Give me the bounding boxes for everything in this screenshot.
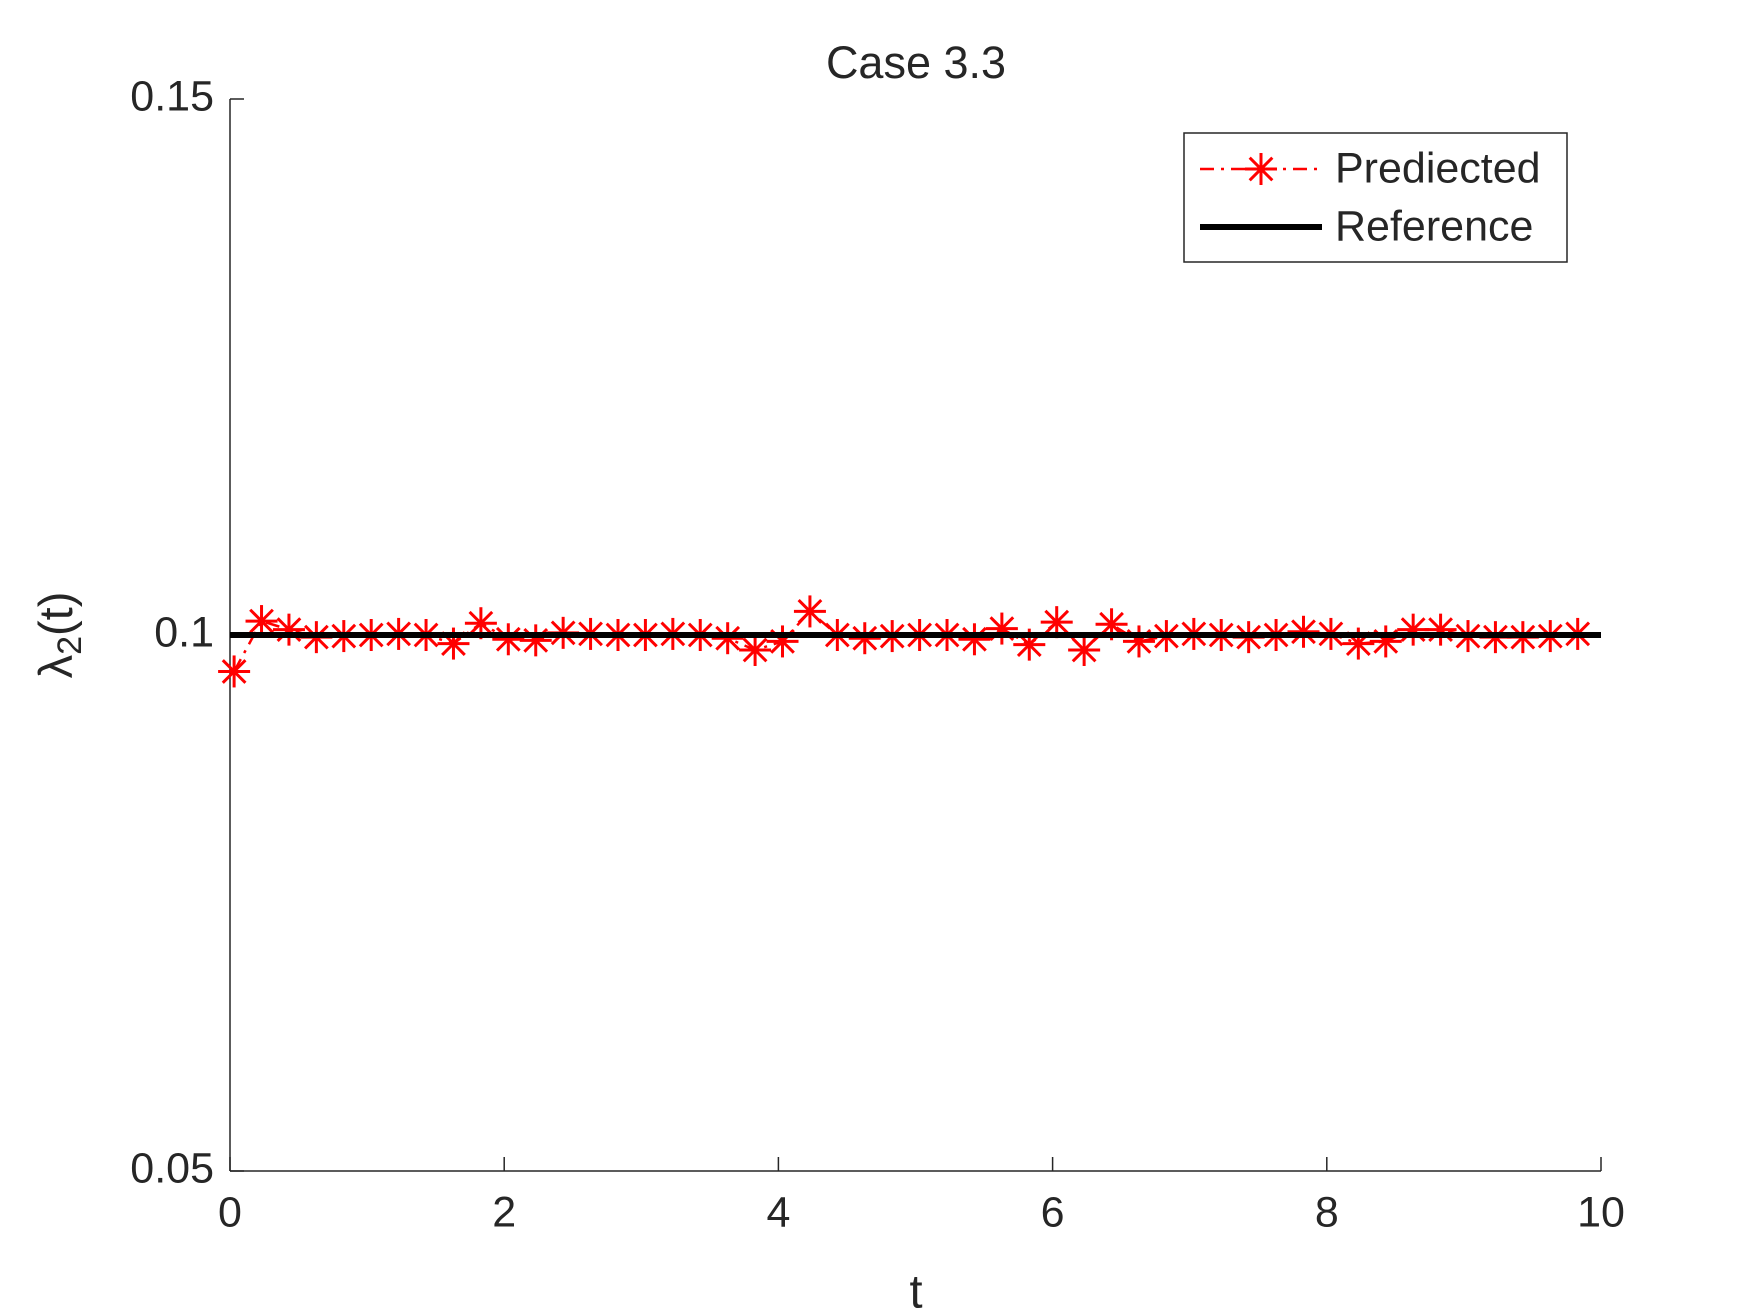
x-tick-label: 2 <box>492 1188 516 1236</box>
marker <box>848 622 881 655</box>
y-tick-label: 0.1 <box>154 608 214 656</box>
marker <box>958 623 991 656</box>
marker <box>711 622 744 655</box>
chart-title: Case 3.3 <box>826 37 1006 88</box>
marker-stroke <box>221 659 247 684</box>
marker <box>492 623 525 656</box>
x-tick-label: 6 <box>1041 1188 1065 1236</box>
marker <box>1369 625 1402 658</box>
marker <box>1287 615 1320 648</box>
marker <box>1068 634 1101 667</box>
marker <box>793 595 826 628</box>
marker <box>1040 606 1073 639</box>
marker-stroke <box>1044 609 1070 635</box>
marker-stroke <box>249 608 274 634</box>
marker-stroke <box>468 610 494 636</box>
marker <box>218 655 251 688</box>
x-tick-label: 8 <box>1315 1188 1339 1236</box>
marker <box>272 613 305 646</box>
marker <box>739 634 772 667</box>
x-tick-label: 4 <box>766 1188 790 1236</box>
marker-stroke <box>797 599 823 624</box>
marker <box>1424 613 1457 646</box>
y-axis-label: λ2(t) <box>29 592 89 679</box>
marker-stroke <box>1248 156 1274 182</box>
marker-stroke <box>742 637 768 663</box>
x-tick-label: 10 <box>1577 1188 1625 1236</box>
y-axis-label-part: 2 <box>51 636 89 655</box>
y-axis-label-part: (t) <box>29 592 82 636</box>
marker <box>985 612 1018 645</box>
marker-stroke <box>715 625 741 651</box>
marker-stroke <box>1071 637 1097 663</box>
marker <box>245 605 278 638</box>
marker-stroke <box>1291 619 1316 645</box>
marker <box>1122 625 1155 658</box>
y-tick-label: 0.05 <box>130 1144 214 1192</box>
marker-stroke <box>1099 611 1124 637</box>
x-tick-label: 0 <box>218 1188 242 1236</box>
marker <box>766 625 799 658</box>
marker-stroke <box>852 625 878 651</box>
legend-box <box>1183 132 1568 263</box>
marker-stroke <box>962 626 987 652</box>
y-tick-label: 0.15 <box>130 72 214 120</box>
x-axis-label: t <box>909 1264 922 1313</box>
marker <box>1397 613 1430 646</box>
marker <box>464 607 497 640</box>
marker <box>1245 153 1277 185</box>
y-axis-label-part: λ <box>29 654 82 678</box>
legend-label: Reference <box>1335 202 1533 250</box>
marker-stroke <box>495 626 521 652</box>
legend-label: Prediected <box>1335 144 1541 192</box>
marker <box>519 624 552 657</box>
